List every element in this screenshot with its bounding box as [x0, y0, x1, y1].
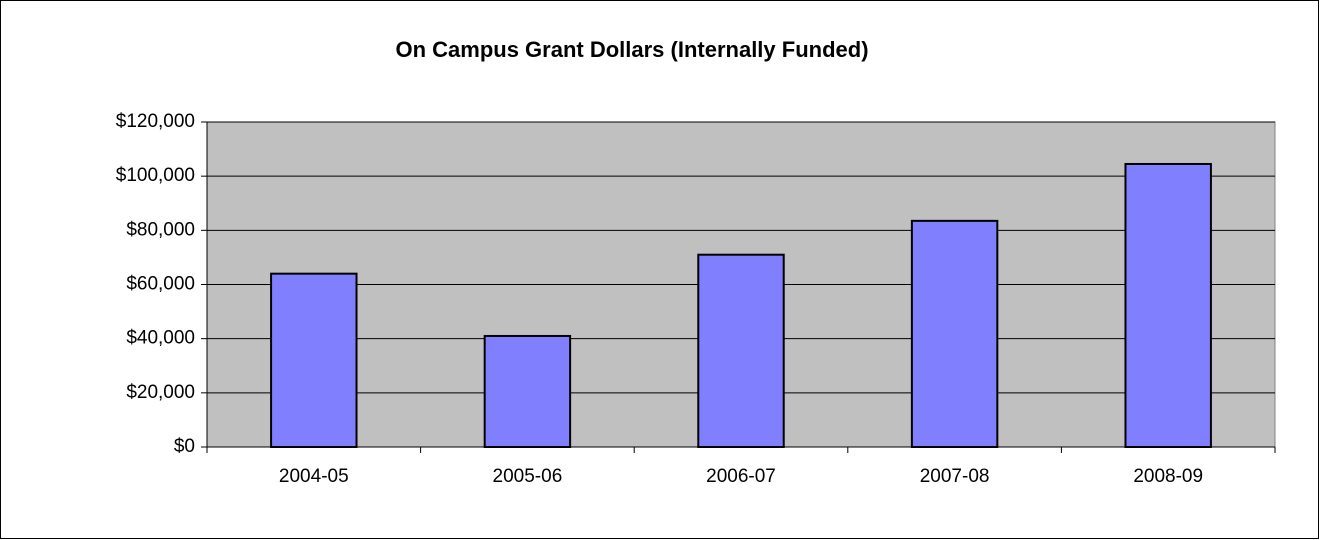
- x-tick-label: 2005-06: [493, 466, 563, 487]
- y-tick-label: $0: [174, 436, 195, 457]
- bar: [270, 272, 358, 448]
- x-tick-label: 2004-05: [279, 466, 349, 487]
- bar: [483, 334, 572, 449]
- chart-title: On Campus Grant Dollars (Internally Fund…: [395, 37, 868, 62]
- y-tick-label: $40,000: [126, 328, 195, 349]
- y-tick-label: $120,000: [116, 111, 195, 132]
- x-tick-label: 2006-07: [706, 466, 776, 487]
- bar: [910, 219, 999, 448]
- bar: [697, 253, 785, 448]
- x-tick-label: 2008-09: [1133, 466, 1203, 487]
- y-tick-label: $80,000: [126, 219, 195, 240]
- y-tick-label: $100,000: [116, 165, 195, 186]
- x-tick-label: 2007-08: [920, 466, 990, 487]
- bar: [1124, 162, 1212, 449]
- y-tick-label: $20,000: [126, 382, 195, 403]
- y-tick-label: $60,000: [126, 274, 195, 295]
